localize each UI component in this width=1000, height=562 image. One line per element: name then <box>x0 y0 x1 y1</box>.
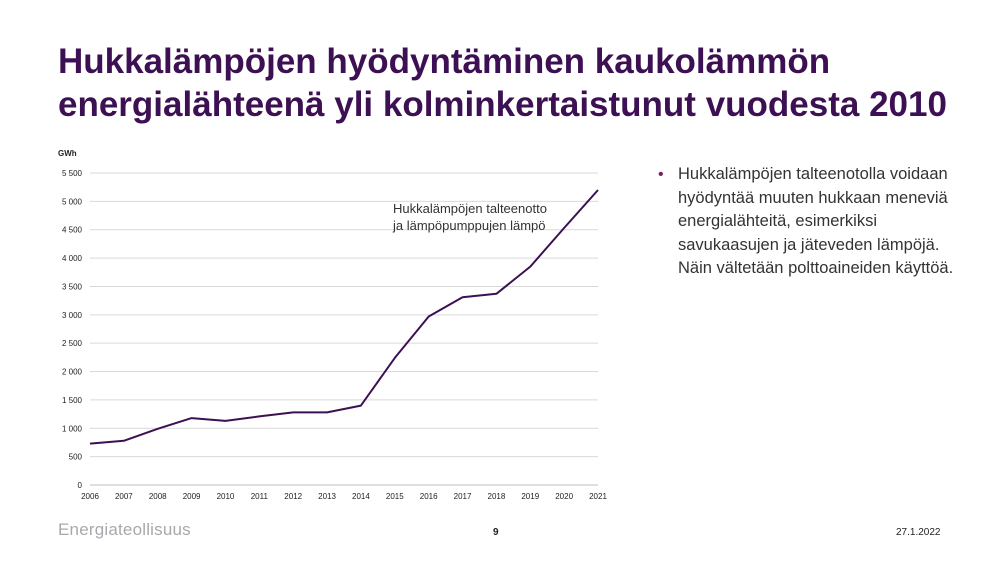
x-tick-label: 2016 <box>420 492 438 501</box>
y-tick-label: 3 000 <box>62 311 83 320</box>
y-tick-label: 500 <box>69 453 83 462</box>
x-tick-label: 2017 <box>454 492 472 501</box>
series-label-line-2: ja lämpöpumppujen lämpö <box>392 218 545 233</box>
y-tick-label: 0 <box>78 481 83 490</box>
series-label-line-1: Hukkalämpöjen talteenotto <box>393 201 547 216</box>
x-tick-label: 2006 <box>81 492 99 501</box>
y-tick-label: 2 500 <box>62 339 83 348</box>
slide-date: 27.1.2022 <box>896 527 941 538</box>
y-tick-label: 1 500 <box>62 396 83 405</box>
gridlines <box>90 172 598 486</box>
y-tick-label: 5 500 <box>62 169 83 178</box>
x-tick-label: 2010 <box>217 492 235 501</box>
bullet-text: Hukkalämpöjen talteenotolla voidaan hyöd… <box>678 165 954 277</box>
y-tick-label: 2 000 <box>62 368 83 377</box>
slide-title: Hukkalämpöjen hyödyntäminen kaukolämmön … <box>58 42 947 124</box>
x-tick-label: 2020 <box>555 492 573 501</box>
y-tick-label: 3 500 <box>62 282 83 291</box>
series-label: Hukkalämpöjen talteenotto ja lämpöpumppu… <box>392 201 551 233</box>
line-chart: 0 500 1 000 1 500 2 000 2 500 3 000 3 500 4 000 4… <box>58 149 607 501</box>
bullet-item: • Hukkalämpöjen talteenotolla voidaan hy… <box>656 163 961 281</box>
x-tick-label: 2014 <box>352 492 370 501</box>
y-tick-label: 4 500 <box>62 226 83 235</box>
y-tick-label: 1 000 <box>62 424 83 433</box>
x-tick-label: 2008 <box>149 492 167 501</box>
x-tick-label: 2009 <box>183 492 201 501</box>
x-tick-label: 2019 <box>521 492 539 501</box>
y-axis-unit-label: GWh <box>58 149 77 158</box>
y-tick-label: 4 000 <box>62 254 83 263</box>
energiateollisuus-logo: Energiateollisuus <box>58 520 191 539</box>
x-tick-label: 2007 <box>115 492 133 501</box>
x-tick-label: 2015 <box>386 492 404 501</box>
bullet-dot-icon: • <box>658 166 664 183</box>
series-line <box>89 189 599 445</box>
y-axis-ticks: 0 500 1 000 1 500 2 000 2 500 3 000 3 500 4 000 4… <box>62 169 83 490</box>
x-tick-label: 2021 <box>589 492 607 501</box>
x-tick-label: 2018 <box>488 492 506 501</box>
page-number: 9 <box>493 527 499 538</box>
y-tick-label: 5 000 <box>62 197 83 206</box>
x-tick-label: 2013 <box>318 492 336 501</box>
x-axis-ticks: 2006 2007 2008 2009 2010 2011 2012 2013 2014 2015… <box>81 492 607 501</box>
x-tick-label: 2012 <box>284 492 302 501</box>
chart-svg: 0 500 1 000 1 500 2 000 2 500 3 000 3 500 4 000 4… <box>58 149 607 501</box>
bullet-list: • Hukkalämpöjen talteenotolla voidaan hy… <box>656 163 961 281</box>
x-tick-label: 2011 <box>251 492 269 501</box>
